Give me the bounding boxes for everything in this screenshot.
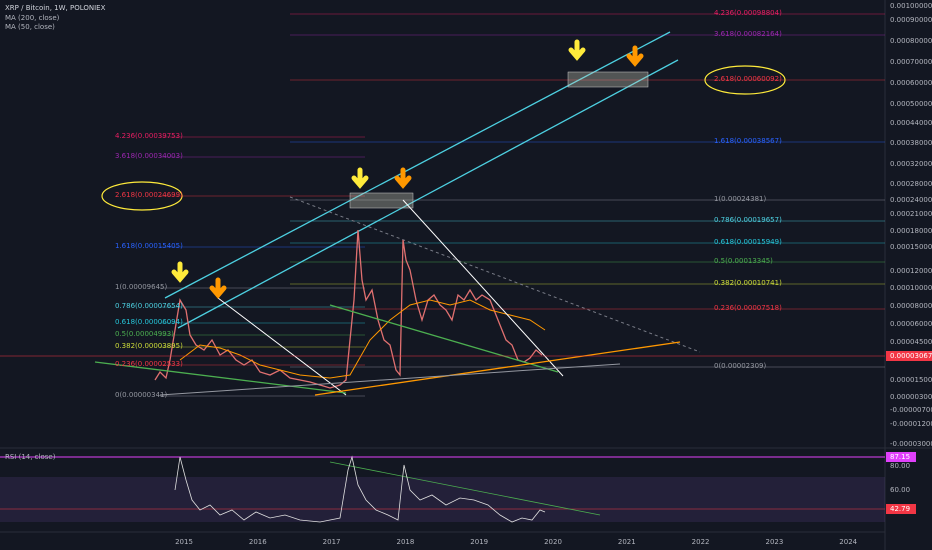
fib-label: 0.618(0.00006094) xyxy=(115,318,183,326)
fib-label: 0.5(0.00004993) xyxy=(115,330,174,338)
highlight-ellipse xyxy=(704,65,786,95)
support-line xyxy=(94,361,347,394)
price-axis-label: 0.00070000 xyxy=(890,58,932,66)
fib-label: 1(0.00024381) xyxy=(714,195,766,203)
ma-50 xyxy=(179,299,546,379)
arrow xyxy=(351,167,369,189)
arrow xyxy=(209,277,227,299)
price-axis-label: 0.00028000 xyxy=(890,180,932,188)
arrows xyxy=(171,39,644,299)
rsi-current-badge xyxy=(886,504,916,514)
price-axis-label: 0.00024000 xyxy=(890,196,932,204)
channel-lower xyxy=(177,59,679,329)
trend-line xyxy=(217,297,347,396)
price-axis-label: 0.00001500 xyxy=(890,376,932,384)
time-axis-label: 2020 xyxy=(544,538,562,546)
price-axis-label: 0.00060000 xyxy=(890,79,932,87)
fib-label: 0.382(0.00003895) xyxy=(115,342,183,350)
rsi-current: 42.79 xyxy=(890,505,910,513)
arrow xyxy=(626,45,644,67)
rsi-title: RSI (14, close) xyxy=(5,453,56,461)
price-axis-label: 0.00015000 xyxy=(890,243,932,251)
time-axis-label: 2019 xyxy=(470,538,488,546)
fib-label: 2.618(0.00024699) xyxy=(115,191,183,199)
arrow xyxy=(568,39,586,61)
time-axis-label: 2024 xyxy=(839,538,857,546)
price-axis-label: 0.00010000 xyxy=(890,284,932,292)
rsi-axis-label: 80.00 xyxy=(890,462,910,470)
fib-label: 3.618(0.00034003) xyxy=(115,152,183,160)
price-axis-label: 0.00050000 xyxy=(890,100,932,108)
price-axis-label: 0.00100000 xyxy=(890,2,932,10)
rsi-high: 87.15 xyxy=(890,453,910,461)
price-axis-label: 0.00012000 xyxy=(890,267,932,275)
rsi-band xyxy=(0,477,885,522)
price-axis-label: 0.00080000 xyxy=(890,37,932,45)
rsi-axis-label: 60.00 xyxy=(890,486,910,494)
fib-label: 1.618(0.00015405) xyxy=(115,242,183,250)
arrow xyxy=(394,167,412,189)
time-axis-label: 2018 xyxy=(396,538,414,546)
price-axis-label: 0.00000300 xyxy=(890,393,932,401)
rsi-trend xyxy=(329,461,601,516)
time-axis-label: 2022 xyxy=(692,538,710,546)
price-axis-label: 0.00008000 xyxy=(890,302,932,310)
fib-label: 0.382(0.00010741) xyxy=(714,279,782,287)
fib-label: 2.618(0.00060092) xyxy=(714,75,782,83)
price-axis-label: 0.00004500 xyxy=(890,338,932,346)
price-line xyxy=(154,229,543,389)
target-box xyxy=(567,71,649,88)
support-line xyxy=(314,341,681,396)
fib-lines xyxy=(160,13,885,397)
arrow xyxy=(171,261,189,283)
price-axis-label: -0.00000700 xyxy=(890,406,932,414)
price-axis-label: 0.00044000 xyxy=(890,119,932,127)
fib-label: 0.5(0.00013345) xyxy=(714,257,773,265)
highlight-ellipse xyxy=(101,181,183,211)
fib-label: 0.236(0.00002533) xyxy=(115,360,183,368)
indicator-label: MA (50, close) xyxy=(5,23,55,31)
price-axis-label: 0.00032000 xyxy=(890,160,932,168)
time-axis-label: 2016 xyxy=(249,538,267,546)
current-price: 0.00003067 xyxy=(890,352,932,360)
fib-label: 1(0.00009645) xyxy=(115,283,167,291)
rsi-line xyxy=(174,455,546,523)
fib-label: 0.236(0.00007518) xyxy=(714,304,782,312)
fib-label: 0.786(0.00007654) xyxy=(115,302,183,310)
fib-label: 4.236(0.00098804) xyxy=(714,9,782,17)
time-axis-label: 2023 xyxy=(765,538,783,546)
price-axis-label: 0.00038000 xyxy=(890,139,932,147)
fib-label: 0(0.00002309) xyxy=(714,362,766,370)
fib-label: 1.618(0.00038567) xyxy=(714,137,782,145)
channel-upper xyxy=(164,31,671,299)
indicator-label: MA (200, close) xyxy=(5,14,60,22)
fib-label: 3.618(0.00082164) xyxy=(714,30,782,38)
price-axis-label: -0.00003000 xyxy=(890,440,932,448)
price-axis-label: 0.00021000 xyxy=(890,210,932,218)
fib-label: 0.786(0.00019657) xyxy=(714,216,782,224)
time-axis-label: 2017 xyxy=(323,538,341,546)
fib-label: 0(0.00000341) xyxy=(115,391,167,399)
fib-label: 4.236(0.00039753) xyxy=(115,132,183,140)
price-axis-label: 0.00006000 xyxy=(890,320,932,328)
base-line xyxy=(159,363,621,396)
price-axis-label: -0.00001200 xyxy=(890,420,932,428)
support-line xyxy=(329,304,559,373)
current-price-badge xyxy=(886,351,932,361)
dashed-trend xyxy=(289,196,701,353)
target-box xyxy=(349,192,414,209)
time-axis-label: 2015 xyxy=(175,538,193,546)
time-axis-label: 2021 xyxy=(618,538,636,546)
price-axis-label: 0.00090000 xyxy=(890,16,932,24)
price-axis-label: 0.00018000 xyxy=(890,227,932,235)
rsi-high-badge xyxy=(886,452,916,462)
fib-label: 0.618(0.00015949) xyxy=(714,238,782,246)
chart-title: XRP / Bitcoin, 1W, POLONIEX xyxy=(5,4,106,12)
trend-line xyxy=(402,199,564,377)
